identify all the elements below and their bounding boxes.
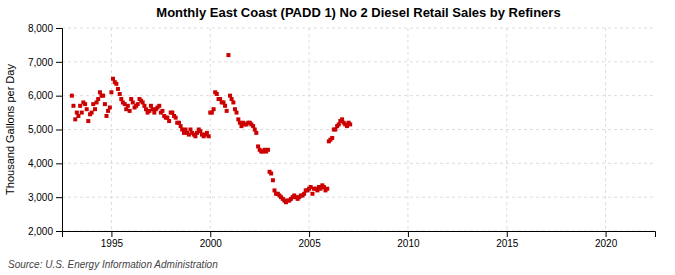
tick-mark — [56, 28, 62, 29]
tick-label: 1995 — [101, 238, 124, 249]
tick: 2015 — [496, 231, 519, 249]
point — [101, 94, 105, 98]
tick: 6,000 — [28, 90, 62, 101]
point — [86, 119, 90, 123]
point — [118, 92, 122, 96]
y-axis: 2,000 3,000 4,000 5,000 6,000 7,000 8,000 — [28, 23, 63, 237]
tick-label: 2010 — [397, 238, 420, 249]
y-axis-title: Thousand Gallons per Day — [4, 64, 16, 195]
point — [80, 111, 84, 115]
axis-line — [63, 232, 656, 238]
point — [128, 109, 132, 113]
tick: 4,000 — [28, 158, 62, 169]
tick-label: 5,000 — [28, 124, 53, 135]
tick: 7,000 — [28, 57, 62, 68]
point — [70, 94, 74, 98]
x-axis: 1995 2000 2005 2010 2015 2020 — [63, 231, 656, 249]
point — [109, 90, 113, 94]
point — [207, 134, 211, 138]
tick-label: 3,000 — [28, 192, 53, 203]
point — [235, 111, 239, 115]
point — [310, 192, 314, 196]
point — [157, 104, 161, 108]
point — [108, 106, 112, 110]
tick-label: 2005 — [298, 238, 321, 249]
point — [269, 171, 273, 175]
tick-mark — [56, 96, 62, 97]
tick-mark — [210, 231, 211, 237]
tick-label: 7,000 — [28, 57, 53, 68]
point — [212, 107, 216, 111]
tick: 1995 — [101, 231, 124, 249]
tick-label: 4,000 — [28, 158, 53, 169]
tick: 5,000 — [28, 124, 62, 135]
point — [104, 114, 108, 118]
point — [325, 187, 329, 191]
point — [85, 107, 89, 111]
tick-label: 8,000 — [28, 23, 53, 34]
tick-mark — [56, 231, 62, 232]
tick-label: 2,000 — [28, 226, 53, 237]
tick-mark — [56, 62, 62, 63]
point — [254, 131, 258, 135]
point — [126, 104, 130, 108]
point — [167, 119, 171, 123]
plot: 1995 2000 2005 2010 2015 2020 2,000 3,000 4,000 5… — [28, 23, 656, 249]
chart: 1995 2000 2005 2010 2015 2020 2,000 3,000 4,000 5… — [0, 0, 675, 275]
point — [215, 92, 219, 96]
tick-mark — [111, 231, 112, 237]
tick-label: 2020 — [595, 238, 618, 249]
grid-line — [62, 129, 655, 130]
grid-line — [210, 28, 211, 231]
grid-line — [62, 95, 655, 96]
grid — [62, 28, 655, 231]
point — [271, 178, 275, 182]
tick-label: 6,000 — [28, 90, 53, 101]
tick-mark — [56, 130, 62, 131]
tick: 2020 — [595, 231, 618, 249]
tick: 8,000 — [28, 23, 62, 34]
tick-label: 2015 — [496, 238, 519, 249]
point — [93, 107, 97, 111]
point — [83, 102, 87, 106]
source: Source: U.S. Energy Information Administ… — [8, 259, 218, 270]
grid-line — [407, 28, 408, 231]
point — [225, 109, 229, 113]
point — [266, 148, 270, 152]
point — [330, 136, 334, 140]
grid-line — [62, 163, 655, 164]
tick-mark — [309, 231, 310, 237]
tick: 2000 — [200, 231, 223, 249]
grid-line — [62, 28, 655, 29]
grid-line — [62, 61, 655, 62]
tick-mark — [408, 231, 409, 237]
tick: 2010 — [397, 231, 420, 249]
point — [114, 82, 118, 86]
tick: 2,000 — [28, 226, 62, 237]
tick-mark — [56, 163, 62, 164]
tick-mark — [606, 231, 607, 237]
point — [348, 122, 352, 126]
points — [70, 53, 352, 204]
point — [226, 53, 230, 57]
point — [174, 116, 178, 120]
grid-line — [62, 197, 655, 198]
tick-label: 2000 — [200, 238, 223, 249]
tick-mark — [507, 231, 508, 237]
tick-mark — [56, 197, 62, 198]
point — [71, 104, 75, 108]
point — [160, 109, 164, 113]
tick: 2005 — [298, 231, 321, 249]
tick: 3,000 — [28, 192, 62, 203]
grid-line — [605, 28, 606, 231]
axis-line — [56, 29, 63, 232]
title: Monthly East Coast (PADD 1) No 2 Diesel … — [156, 5, 560, 20]
point — [103, 102, 107, 106]
point — [223, 104, 227, 108]
point — [231, 100, 235, 104]
point — [116, 87, 120, 91]
